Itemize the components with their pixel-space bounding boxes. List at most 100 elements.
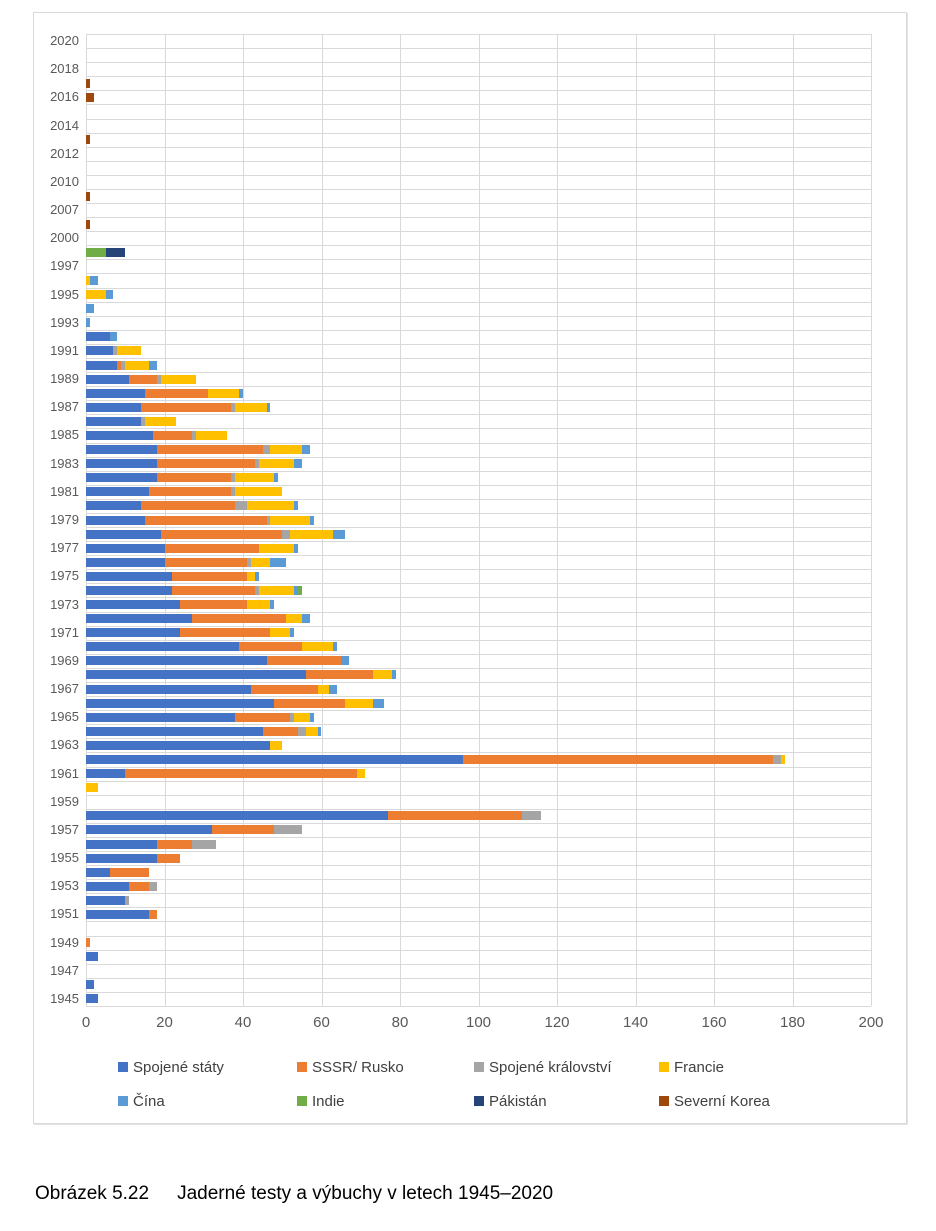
legend-marker	[297, 1062, 307, 1072]
legend-label: Pákistán	[489, 1092, 547, 1110]
legend-marker	[118, 1096, 128, 1106]
y-axis-label: 1945	[50, 990, 79, 1006]
bar-segment-1976	[270, 557, 287, 567]
y-axis-label: 1983	[50, 455, 79, 471]
bar-segment-1971	[86, 628, 181, 638]
bar-segment-1985	[152, 430, 192, 440]
bar-segment-1951	[86, 909, 149, 919]
bar-segment-1990	[117, 360, 122, 370]
bar-segment-1949	[86, 938, 90, 948]
legend-item: Spojené království	[474, 1059, 612, 1076]
bar-segment-1987	[140, 402, 232, 412]
bar-segment-1962	[780, 754, 785, 764]
bar-segment-1967	[250, 684, 318, 694]
h-gridline	[86, 724, 871, 726]
bar-segment-1965	[235, 712, 291, 722]
bar-segment-1998	[105, 247, 126, 257]
bar-segment-1951	[148, 909, 157, 919]
bar-segment-1968	[372, 670, 393, 680]
bar-segment-1984	[156, 445, 263, 455]
bar-segment-1984	[86, 445, 157, 455]
bar-segment-1973	[270, 600, 275, 610]
bar-segment-1954	[86, 867, 110, 877]
bar-segment-1998	[86, 247, 106, 257]
h-gridline	[86, 160, 871, 162]
bar-segment-1979	[309, 515, 314, 525]
bar-segment-1956	[86, 839, 157, 849]
y-axis-label: 2010	[50, 173, 79, 189]
h-gridline	[86, 315, 871, 317]
h-gridline	[86, 343, 871, 345]
bar-segment-1974	[86, 585, 173, 595]
h-gridline	[86, 752, 871, 754]
y-axis-label: 1965	[50, 709, 79, 725]
h-gridline	[86, 527, 871, 529]
h-gridline	[86, 949, 871, 951]
bar-segment-1956	[156, 839, 192, 849]
bar-segment-1957	[211, 825, 275, 835]
bar-segment-1981	[235, 487, 283, 497]
bar-segment-1976	[246, 557, 251, 567]
bar-segment-1952	[125, 895, 130, 905]
h-gridline	[86, 963, 871, 965]
x-axis-label: 200	[858, 1014, 884, 1031]
h-gridline	[86, 456, 871, 458]
h-gridline	[86, 372, 871, 374]
y-axis-label: 2018	[50, 61, 79, 77]
y-axis-label: 1985	[50, 427, 79, 443]
y-axis-label: 1963	[50, 737, 79, 753]
h-gridline	[86, 358, 871, 359]
bar-segment-1965	[86, 712, 236, 722]
bar-segment-1971	[290, 628, 294, 638]
legend-marker	[659, 1062, 669, 1072]
h-gridline	[86, 329, 871, 331]
bar-segment-1990	[121, 360, 126, 370]
bar-segment-1970	[86, 642, 240, 652]
bar-segment-1968	[392, 670, 397, 680]
h-gridline	[86, 991, 871, 993]
bar-segment-1977	[294, 543, 298, 553]
bar-segment-1989	[160, 374, 196, 384]
y-axis-label: 1951	[50, 906, 79, 922]
bar-segment-1978	[333, 529, 346, 539]
bar-segment-1985	[191, 430, 196, 440]
bar-segment-1981	[231, 487, 236, 497]
h-gridline	[86, 287, 871, 289]
h-gridline	[86, 555, 871, 557]
bar-segment-1986	[140, 416, 145, 426]
bar-segment-1982	[86, 473, 157, 483]
bar-segment-1970	[333, 642, 338, 652]
h-gridline	[86, 1006, 871, 1007]
bar-segment-1969	[341, 656, 349, 666]
bar-segment-1973	[246, 600, 271, 610]
bar-segment-1996	[89, 276, 98, 286]
h-gridline	[86, 977, 871, 979]
y-axis-label: 1995	[50, 286, 79, 302]
v-gridline	[636, 34, 637, 1006]
bar-segment-1958	[388, 811, 522, 821]
bar-segment-1991	[86, 346, 114, 356]
h-gridline	[86, 667, 871, 669]
y-axis-label: 2012	[50, 145, 79, 161]
bar-segment-1985	[86, 430, 153, 440]
bar-segment-1972	[286, 614, 302, 624]
y-axis-label: 2000	[50, 230, 79, 246]
bar-segment-1992	[86, 332, 110, 342]
bar-segment-1983	[156, 459, 255, 469]
legend-marker	[474, 1062, 484, 1072]
bar-segment-1992	[109, 332, 118, 342]
bar-segment-1983	[294, 459, 302, 469]
bar-segment-1990	[86, 360, 118, 370]
bar-segment-1987	[235, 402, 267, 412]
h-gridline	[86, 696, 871, 698]
bar-segment-1983	[258, 459, 294, 469]
bar-segment-1945	[86, 994, 98, 1004]
bar-segment-1964	[317, 726, 322, 736]
bar-segment-1977	[164, 543, 259, 553]
bar-segment-1966	[86, 698, 275, 708]
y-axis-label: 1993	[50, 314, 79, 330]
h-gridline	[86, 34, 871, 35]
bar-segment-1972	[86, 614, 192, 624]
h-gridline	[86, 273, 871, 275]
bar-segment-1975	[254, 571, 259, 581]
